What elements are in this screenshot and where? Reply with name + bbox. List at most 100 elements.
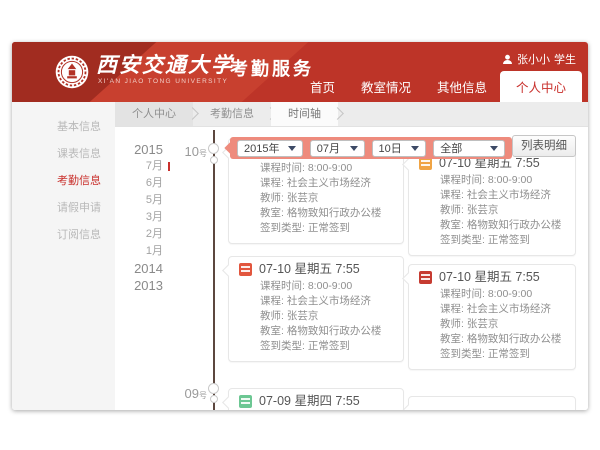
field-label: 签到类型: [440,348,488,360]
card-field: 课程时间: 8:00-9:00 [260,279,397,294]
field-label: 课程: [260,295,287,307]
signin-status-icon [419,270,432,284]
timeline-axis [213,130,215,410]
card-field: 签到类型: 正常签到 [440,347,569,362]
day-select[interactable]: 10日 [371,139,427,157]
card-field: 教室: 格物致知行政办公楼 [260,206,397,221]
nav-item[interactable]: 教室情况 [348,71,424,102]
timeline-entry-label: 3月 [145,211,163,223]
field-label: 课程时间: [440,288,488,300]
field-label: 课程: [440,303,467,315]
sidebar-item[interactable]: 订阅信息 [12,222,115,249]
field-value: 8:00-9:00 [487,288,533,300]
timeline-year-list: 2015 7月 6月 5月 3月 2月 1月 2014 [115,141,170,294]
nav-item[interactable]: 其他信息 [424,71,500,102]
person-icon [503,54,512,64]
timeline-entry-label: 2014 [134,261,163,276]
day-select-value: 10日 [378,143,402,155]
breadcrumb-item[interactable]: 考勤信息 [193,102,271,126]
nav-item[interactable]: 首页 [297,71,348,102]
sidebar-item-label: 请假申请 [57,202,101,214]
field-value: 社会主义市场经济 [466,303,551,315]
field-label: 课程时间: [440,174,488,186]
year-select-value: 2015年 [244,143,280,155]
top-nav: 首页 教室情况 其他信息 个人中心 [297,71,582,102]
field-value: 社会主义市场经济 [466,189,551,201]
card-title: 07-09 星期四 7:55 [259,394,360,408]
field-value: 格物致知行政办公楼 [286,325,382,337]
card-rows: 课程时间: 8:00-9:00 课程: 社会主义市场经济 教师: 张芸京 教室: 格物… [229,159,403,243]
field-label: 课程时间: [260,162,308,174]
user-name: 张小小 [517,54,550,66]
caret-down-icon [411,145,420,151]
timeline-node-icon [208,383,219,394]
field-value: 格物致知行政办公楼 [286,207,382,219]
timeline-entry[interactable]: 2013 [115,277,163,294]
timeline-entry-label: 2015 [134,142,163,157]
card-field: 教师: 张芸京 [440,203,569,218]
nav-item-label: 教室情况 [360,81,411,95]
timeline-entry[interactable]: 2015 [115,141,163,158]
timeline-entry-label: 1月 [145,245,163,257]
card-rows [229,409,403,410]
day-suffix: 号 [199,149,207,158]
card-field: 课程时间: 8:00-9:00 [440,287,569,302]
timeline-entry[interactable]: 2月 [115,226,163,243]
day-number: 09 [184,386,199,401]
year-select[interactable]: 2015年 [237,139,303,157]
nav-item-label: 其他信息 [436,81,487,95]
timeline-entry[interactable]: 3月 [115,209,163,226]
sidebar-item[interactable]: 课表信息 [12,141,115,168]
nav-item-label: 首页 [309,81,335,95]
list-detail-button[interactable]: 列表明细 [512,135,576,157]
user-menu[interactable]: 张小小 学生 [502,51,576,67]
card-field: 课程时间: 8:00-9:00 [260,161,397,176]
breadcrumb-item[interactable]: 时间轴 [271,102,338,126]
field-value: 正常签到 [307,222,350,234]
timeline-entry-label: 6月 [145,177,163,189]
field-value: 社会主义市场经济 [286,177,371,189]
field-label: 教师: [440,204,467,216]
filter-bar: 2015年 07月 10日 全部 [230,137,512,159]
app-window: 西安交通大学 XI'AN JIAO TONG UNIVERSITY 考勤服务 张… [12,42,588,410]
card-field: 课程: 社会主义市场经济 [260,176,397,191]
breadcrumb-item-label: 时间轴 [288,108,321,120]
field-label: 课程: [440,189,467,201]
card-field: 课程: 社会主义市场经济 [260,294,397,309]
timeline-node-icon [210,395,218,403]
breadcrumb-item-label: 考勤信息 [210,108,254,120]
field-label: 签到类型: [260,222,308,234]
type-select-value: 全部 [440,143,463,155]
calendar-glyph [421,405,430,407]
nav-item-label: 个人中心 [515,81,566,95]
month-select[interactable]: 07月 [309,139,365,157]
nav-item[interactable]: 个人中心 [499,71,582,102]
sidebar-item[interactable]: 基本信息 [12,114,115,141]
signin-status-icon [419,402,432,410]
sidebar-item-label: 订阅信息 [57,229,101,241]
field-value: 张芸京 [286,192,319,204]
card-header: 07-10 星期五 7:55 [409,265,575,285]
sidebar-item[interactable]: 考勤信息 [12,168,115,195]
timeline-entry[interactable]: 1月 [115,243,163,260]
timeline-entry[interactable]: 6月 [115,175,163,192]
field-value: 社会主义市场经济 [286,295,371,307]
field-value: 8:00-9:00 [307,162,353,174]
field-label: 教室: [260,325,287,337]
user-role: 学生 [554,54,576,66]
sidebar-item[interactable]: 请假申请 [12,195,115,222]
type-select[interactable]: 全部 [433,139,505,157]
card-header [409,397,575,410]
timeline-entry-label: 2月 [145,228,163,240]
app-header: 西安交通大学 XI'AN JIAO TONG UNIVERSITY 考勤服务 张… [12,42,588,102]
timeline-entry[interactable]: 5月 [115,192,163,209]
field-label: 教室: [440,333,467,345]
card-rows: 课程时间: 8:00-9:00 课程: 社会主义市场经济 教师: 张芸京 教室: 格物… [229,277,403,361]
field-value: 正常签到 [487,348,530,360]
card-header: 07-10 星期五 7:55 [229,257,403,277]
timeline-entry[interactable]: 7月 [115,158,170,175]
breadcrumb-item[interactable]: 个人中心 [115,102,193,126]
timeline-entry[interactable]: 2014 [115,260,163,277]
